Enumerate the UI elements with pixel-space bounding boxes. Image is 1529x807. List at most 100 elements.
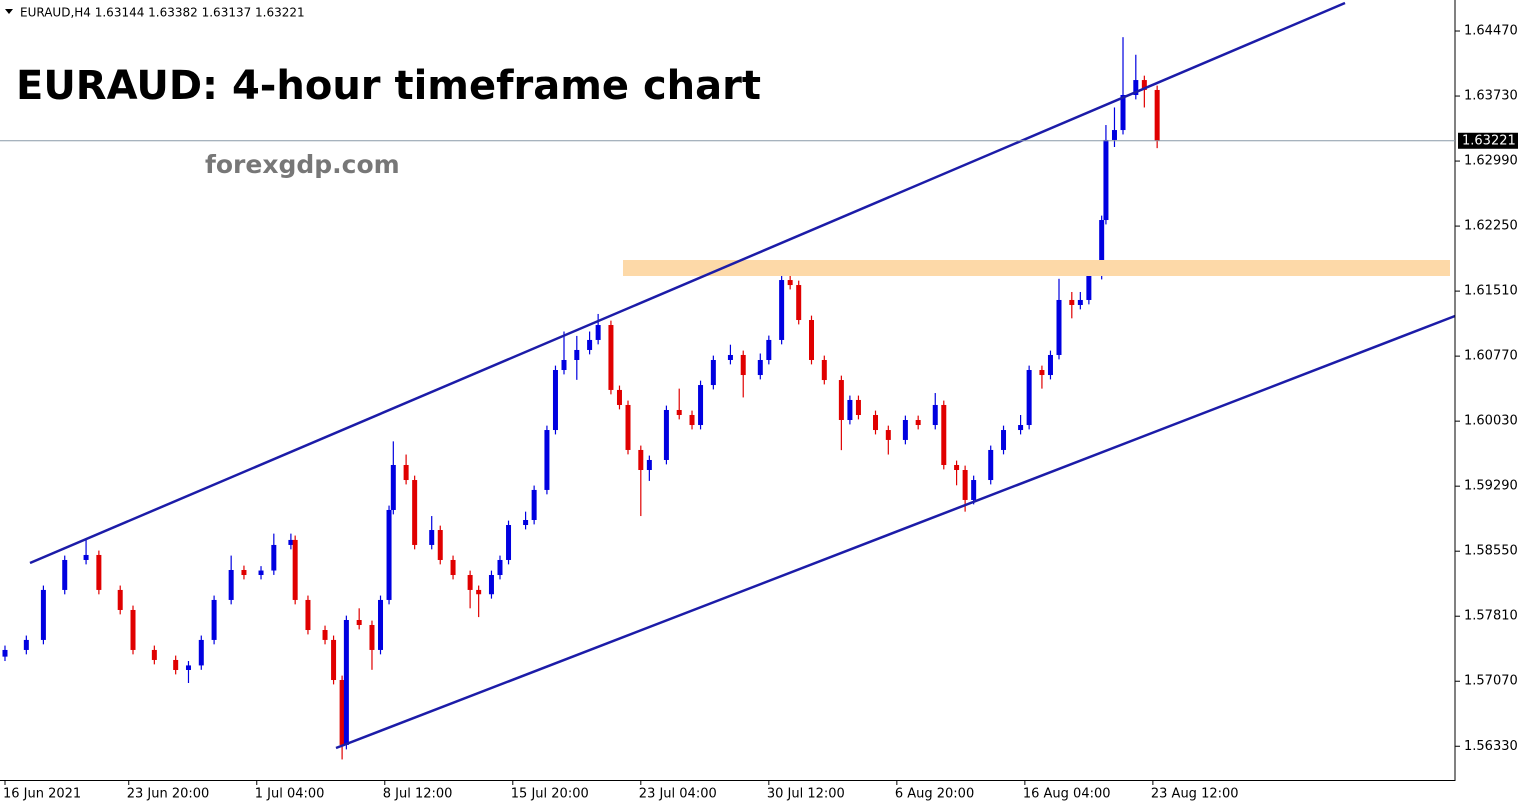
candle-body (689, 414, 695, 426)
candle-body (1039, 370, 1045, 376)
y-tick-label: 1.64470 (1464, 24, 1518, 39)
candle-body (809, 320, 815, 360)
candle-body (757, 359, 763, 376)
y-tick-label: 1.60770 (1464, 349, 1518, 364)
candle-body (476, 589, 482, 595)
candle-body (779, 280, 785, 340)
candle-body (574, 349, 580, 360)
candle-body (638, 449, 644, 471)
candle-body (390, 464, 396, 510)
candle-body (1069, 299, 1075, 305)
candle-body (40, 589, 46, 640)
candle-body (2, 649, 8, 657)
candle-body (339, 680, 345, 745)
y-tick-label: 1.56330 (1464, 739, 1518, 754)
candle-body (698, 385, 704, 426)
x-tick-label: 15 Jul 20:00 (511, 787, 589, 802)
candle-body (595, 325, 601, 340)
candle-body (258, 570, 264, 576)
candle-body (211, 599, 217, 640)
candle-body (847, 399, 853, 421)
y-tick-label: 1.60030 (1464, 414, 1518, 429)
candle-body (173, 659, 179, 670)
candle-body (1099, 220, 1105, 276)
candle-body (616, 389, 622, 405)
candle-body (838, 380, 844, 421)
y-tick-label: 1.58550 (1464, 544, 1518, 559)
candle-body (403, 464, 409, 481)
plot-area (2, 37, 1160, 760)
candle-body (855, 399, 861, 415)
candle-body (151, 649, 157, 660)
y-tick-label: 1.63730 (1464, 89, 1518, 104)
candle-body (1111, 130, 1117, 140)
candle-body (1103, 139, 1109, 221)
candle-body (962, 470, 968, 500)
y-tick-label: 1.59290 (1464, 479, 1518, 494)
candle-body (608, 325, 614, 390)
header-arrow (5, 9, 13, 14)
candle-body (412, 480, 418, 545)
y-tick-label: 1.57810 (1464, 609, 1518, 624)
candle-body (185, 665, 191, 670)
x-tick-label: 1 Jul 04:00 (255, 787, 325, 802)
candle-body (941, 404, 947, 465)
x-tick-label: 30 Jul 12:00 (767, 787, 845, 802)
candle-body (1141, 80, 1147, 90)
candle-body (915, 420, 921, 426)
y-tick-label: 1.62250 (1464, 219, 1518, 234)
candle-body (322, 630, 328, 640)
candle-body (1086, 275, 1092, 300)
x-tick-label: 23 Aug 12:00 (1151, 787, 1239, 802)
candle-body (821, 359, 827, 381)
chart-header: EURAUD,H4 1.63144 1.63382 1.63137 1.6322… (20, 6, 305, 20)
candle-body (331, 639, 337, 681)
x-tick-label: 23 Jun 20:00 (127, 787, 210, 802)
candle-body (96, 554, 102, 590)
x-tick-label: 16 Aug 04:00 (1023, 787, 1111, 802)
candle-body (497, 559, 503, 576)
last-price-box (1458, 132, 1518, 149)
candle-body (429, 530, 435, 545)
resistance-zone (623, 260, 1450, 276)
candle-body (587, 339, 593, 350)
x-tick-label: 8 Jul 12:00 (383, 787, 453, 802)
candle-body (1056, 299, 1062, 355)
last-price-label: 1.63221 (1462, 133, 1516, 148)
candle-body (83, 554, 89, 560)
candle-body (710, 359, 716, 386)
candle-body (625, 404, 631, 450)
candle-body (386, 509, 392, 600)
candle-body (932, 404, 938, 426)
candle-body (488, 575, 494, 595)
candle-body (971, 480, 977, 500)
candle-body (1154, 89, 1160, 141)
candle-body (130, 609, 136, 650)
candle-body (198, 639, 204, 666)
candle-body (369, 625, 375, 650)
candle-body (552, 370, 558, 431)
candle-body (1047, 354, 1053, 376)
candle-body (885, 430, 891, 440)
candle-body (117, 589, 123, 610)
candle-body (506, 525, 512, 560)
candle-body (437, 530, 443, 560)
candle-body (241, 569, 247, 576)
candle-body (1077, 299, 1083, 305)
candle-body (1120, 94, 1126, 131)
y-tick-label: 1.57070 (1464, 674, 1518, 689)
x-tick-label: 6 Aug 20:00 (895, 787, 974, 802)
candle-body (902, 420, 908, 440)
candle-body (663, 409, 669, 460)
candle-body (523, 520, 529, 526)
candle-body (1133, 80, 1139, 95)
candle-body (1001, 430, 1007, 450)
candle-body (288, 539, 294, 545)
candle-body (727, 354, 733, 360)
x-tick-label: 23 Jul 04:00 (639, 787, 717, 802)
watermark: forexgdp.com (205, 150, 400, 179)
candle-body (1018, 425, 1024, 431)
lower-channel-line (335, 314, 1456, 750)
